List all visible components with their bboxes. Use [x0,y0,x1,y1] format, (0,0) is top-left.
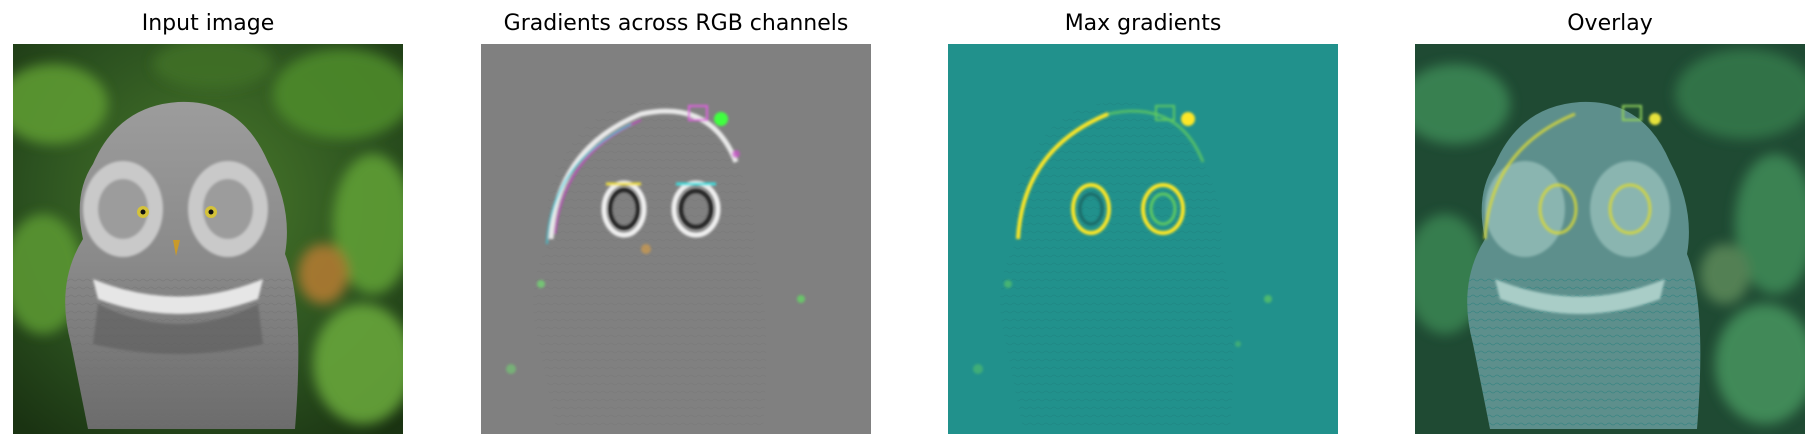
rgb-gradient-map [481,44,871,434]
panel-max-gradients: Max gradients [948,0,1338,447]
panel-input-image: Input image [13,0,403,447]
panel-title: Gradients across RGB channels [503,11,849,36]
panel-overlay: Overlay [1415,0,1805,447]
panel-rgb-gradients: Gradients across RGB channels [481,0,871,447]
panel-title: Overlay [1567,11,1653,36]
panel-title: Input image [141,11,275,36]
overlay-map [1415,44,1805,434]
panel-title: Max gradients [1064,11,1222,36]
max-gradient-map [948,44,1338,434]
owl-photo-image [13,44,403,434]
